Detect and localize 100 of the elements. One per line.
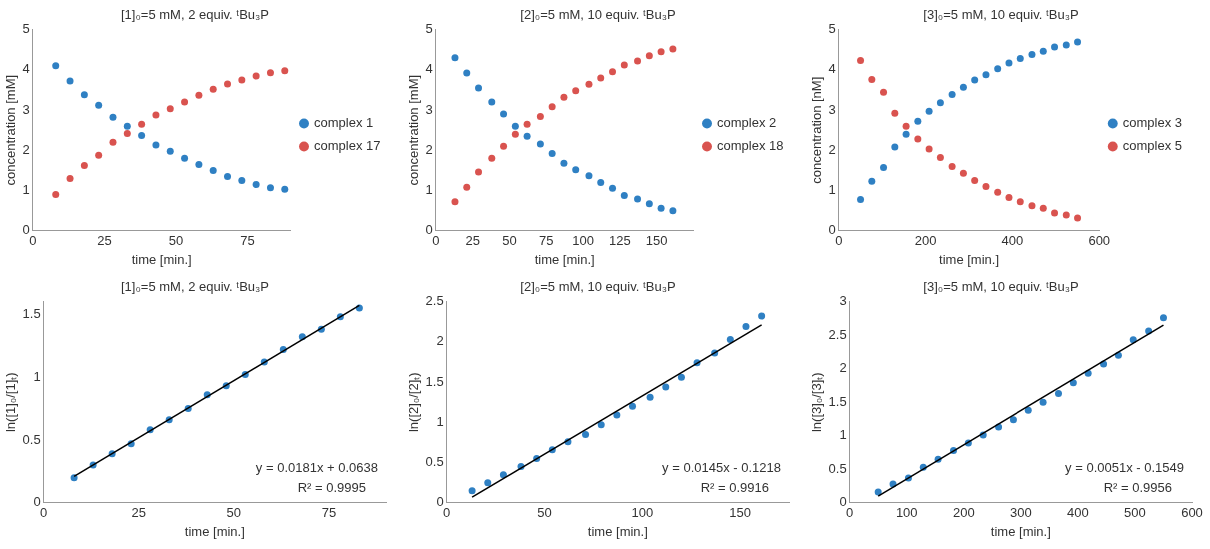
point — [195, 91, 203, 99]
point — [572, 87, 580, 95]
point — [123, 129, 131, 137]
x-tick-label: 300 — [1009, 505, 1032, 521]
chart-title: [3]₀=5 mM, 10 equiv. ᵗBu₃P — [923, 7, 1079, 23]
point — [1024, 406, 1032, 414]
point — [657, 204, 665, 212]
y-tick-label: 1.5 — [828, 393, 847, 409]
x-tick-label: 100 — [631, 505, 654, 521]
chart-title: [1]₀=5 mM, 2 equiv. ᵗBu₃P — [120, 279, 270, 295]
point — [857, 57, 865, 65]
point — [95, 101, 103, 109]
point — [224, 80, 232, 88]
y-tick-label: 2.5 — [828, 326, 847, 342]
x-tick-label: 600 — [1181, 505, 1203, 521]
x-tick-label: 400 — [1001, 233, 1024, 249]
point — [468, 487, 476, 495]
x-tick-label: 150 — [729, 505, 751, 521]
y-tick-label: 1 — [33, 368, 41, 384]
point — [994, 188, 1002, 196]
point — [1074, 38, 1082, 46]
point — [511, 130, 519, 138]
point — [914, 117, 922, 125]
point — [620, 191, 628, 199]
point — [252, 72, 260, 80]
point — [224, 172, 232, 180]
point — [620, 61, 628, 69]
point — [548, 103, 556, 111]
x-tick-label: 600 — [1088, 233, 1111, 249]
point — [252, 181, 260, 189]
point — [1051, 209, 1059, 217]
point — [1074, 214, 1082, 222]
legend-label: complex 17 — [314, 138, 381, 154]
y-tick-label: 2 — [22, 141, 30, 157]
point — [463, 183, 471, 191]
point — [488, 98, 496, 106]
point — [166, 105, 174, 113]
point — [152, 111, 160, 119]
point — [475, 168, 483, 176]
point — [152, 141, 160, 149]
x-tick-label: 50 — [226, 505, 242, 521]
y-axis-title: ln([2]₀/[2]ₜ) — [406, 372, 422, 433]
y-axis-title: concentration [mM] — [3, 74, 19, 186]
x-tick-label: 125 — [609, 233, 631, 249]
point — [238, 177, 246, 184]
x-tick-label: 200 — [914, 233, 937, 249]
point — [500, 110, 508, 118]
x-tick-label: 500 — [1124, 505, 1146, 521]
point — [488, 154, 496, 162]
point — [463, 69, 471, 77]
y-axis-title: ln([3]₀/[3]ₜ) — [809, 372, 825, 433]
y-tick-label: 3 — [839, 293, 847, 309]
point — [80, 91, 88, 99]
point — [948, 162, 956, 170]
point — [499, 471, 507, 479]
x-tick-label: 75 — [240, 233, 255, 249]
y-tick-label: 0 — [828, 222, 836, 238]
point — [1009, 416, 1017, 424]
x-tick-label: 200 — [952, 505, 975, 521]
point — [971, 177, 979, 184]
point — [902, 130, 910, 138]
point — [758, 312, 766, 320]
point — [52, 62, 60, 70]
point — [891, 109, 899, 117]
legend-label: complex 1 — [314, 115, 374, 131]
y-tick-label: 0 — [839, 494, 847, 510]
y-tick-label: 1 — [22, 182, 30, 198]
x-tick-label: 50 — [502, 233, 517, 249]
y-tick-label: 1.5 — [22, 305, 41, 321]
y-tick-label: 2 — [839, 360, 847, 376]
point — [677, 373, 685, 381]
point — [902, 122, 910, 130]
point — [948, 90, 956, 98]
point — [500, 142, 508, 150]
point — [511, 122, 519, 130]
annotation: R² = 0.9916 — [700, 479, 769, 495]
point — [645, 52, 653, 60]
x-tick-label: 75 — [539, 233, 554, 249]
point — [936, 99, 944, 107]
point — [1062, 211, 1070, 219]
point — [880, 88, 888, 96]
x-axis-title: time [min.] — [939, 251, 1000, 267]
point — [582, 430, 590, 438]
y-tick-label: 2 — [828, 141, 836, 157]
point — [209, 85, 217, 93]
legend-label: complex 3 — [1122, 115, 1182, 131]
point — [1054, 389, 1062, 397]
chart-title: [2]₀=5 mM, 10 equiv. ᵗBu₃P — [520, 279, 676, 295]
y-axis-title: concentration [mM] — [406, 74, 422, 186]
x-tick-label: 75 — [321, 505, 337, 521]
annotation: y = 0.0181x + 0.0638 — [255, 459, 378, 475]
x-tick-label: 50 — [537, 505, 552, 521]
point — [523, 132, 531, 140]
point — [195, 160, 203, 168]
point — [281, 67, 289, 75]
annotation: y = 0.0051x - 0.1549 — [1065, 459, 1184, 475]
point — [634, 57, 642, 65]
y-tick-label: 0.5 — [22, 431, 41, 447]
y-tick-label: 1 — [839, 427, 847, 443]
y-tick-label: 2.5 — [425, 293, 444, 309]
